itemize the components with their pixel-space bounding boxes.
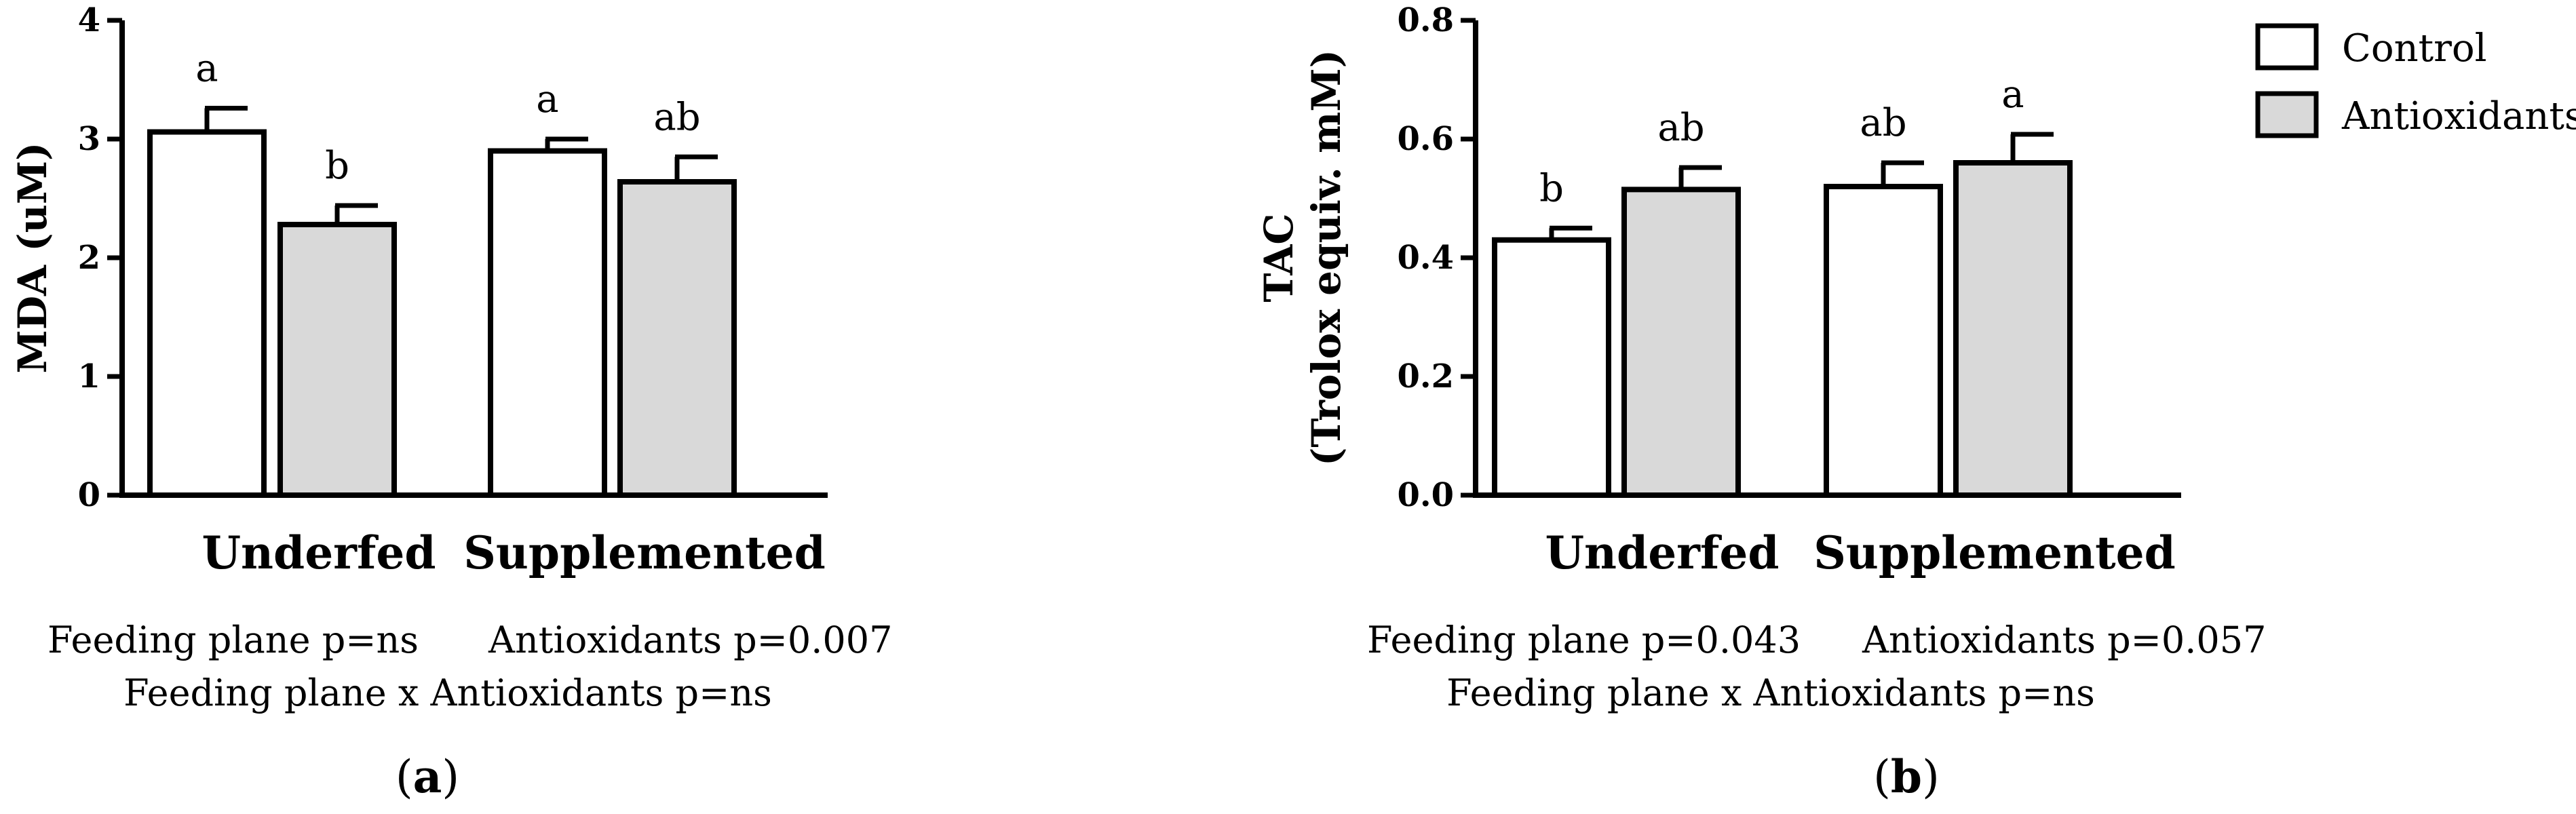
panel-b-underfed-control-significance-letter: b: [1539, 166, 1564, 210]
panel-a-stat-interaction: Feeding plane x Antioxidants p=ns: [123, 672, 772, 714]
panel-b-bars: b ab ab a: [1492, 73, 2073, 498]
panel-b-y-label-line2: (Trolox equiv. mM): [1303, 50, 1349, 466]
panel-a-category-underfed: Underfed: [202, 526, 436, 579]
panel-a-supplemented-antioxidants-bar: [617, 179, 737, 498]
panel-b-underfed-control-bar: [1492, 237, 1611, 498]
panel-a-supplemented-antioxidants-significance-letter: ab: [653, 95, 700, 139]
panel-b-category-underfed: Underfed: [1545, 526, 1780, 579]
panel-b-y-tick-label-4: 0.8: [1397, 1, 1454, 39]
panel-a-underfed-control-bar: [147, 129, 267, 498]
legend-swatch-antioxidants: [2255, 91, 2319, 138]
panel-a-underfed-antioxidants-significance-letter: b: [325, 144, 349, 188]
panel-b-y-tick-label-1: 0.2: [1397, 357, 1454, 395]
panel-a-y-tick-label-1: 1: [78, 357, 100, 395]
panel-a-underfed-control-significance-letter: a: [195, 47, 218, 91]
legend: Control Antioxidants: [2255, 23, 2576, 138]
panel-a-y-tick-label-2: 2: [78, 239, 100, 277]
panel-b-y-tick-label-3: 0.6: [1397, 120, 1454, 158]
panel-a-caption-letter: a: [413, 750, 442, 803]
panel-b-underfed-antioxidants-significance-letter: ab: [1657, 106, 1704, 150]
panel-b-y-tick-label-2: 0.4: [1397, 239, 1454, 277]
panel-b-supplemented-control-bar: [1824, 184, 1943, 498]
panel-b-underfed-antioxidants-bar: [1621, 187, 1741, 498]
panel-b-supplemented-control-significance-letter: ab: [1860, 101, 1906, 145]
panel-b-stat-antioxidants: Antioxidants p=0.057: [1862, 619, 2267, 661]
panel-b-supplemented-antioxidants-bar: [1953, 160, 2073, 498]
panel-b-y-ticks: 0.0 0.2 0.4 0.6 0.8: [1397, 1, 1476, 514]
panel-b-category-supplemented: Supplemented: [1813, 526, 2175, 579]
panel-a-stat-feeding: Feeding plane p=ns: [47, 619, 419, 661]
panel-a-supplemented-control-bar: [488, 148, 607, 498]
panel-b-stat-feeding: Feeding plane p=0.043: [1367, 619, 1801, 661]
panel-a-y-tick-label-4: 4: [78, 1, 100, 39]
panel-a-supplemented-control-significance-letter: a: [536, 77, 558, 121]
panel-a-category-supplemented: Supplemented: [463, 526, 825, 579]
panel-a-y-label: MDA (uM): [9, 142, 56, 374]
panel-b-caption: (b): [1873, 750, 1940, 803]
panel-a-stat-antioxidants: Antioxidants p=0.007: [488, 619, 893, 661]
panel-a-bars: aba ab: [147, 47, 737, 498]
panel-b-stat-interaction: Feeding plane x Antioxidants p=ns: [1446, 672, 2095, 714]
panel-a-y-ticks: 0 1 2 3 4: [78, 1, 122, 514]
panel-b-caption-letter: b: [1891, 750, 1922, 803]
panel-b-y-label-line1: TAC: [1256, 213, 1302, 302]
legend-label-antioxidants: Antioxidants: [2341, 94, 2576, 138]
panel-a-underfed-antioxidants-bar: [277, 222, 397, 498]
panel-b-supplemented-antioxidants-significance-letter: a: [2001, 73, 2024, 117]
legend-swatch-control: [2255, 23, 2319, 71]
panel-a-y-tick-label-0: 0: [78, 476, 100, 514]
panel-b-y-tick-label-0: 0.0: [1397, 476, 1454, 514]
panel-b: b ab ab a 0.0 0.2 0.4 0.6 0.8 TAC (Trolox equiv…: [1256, 1, 2267, 803]
legend-label-control: Control: [2342, 26, 2487, 71]
panel-a-caption: (a): [396, 750, 459, 803]
panel-a-y-tick-label-3: 3: [78, 120, 100, 158]
